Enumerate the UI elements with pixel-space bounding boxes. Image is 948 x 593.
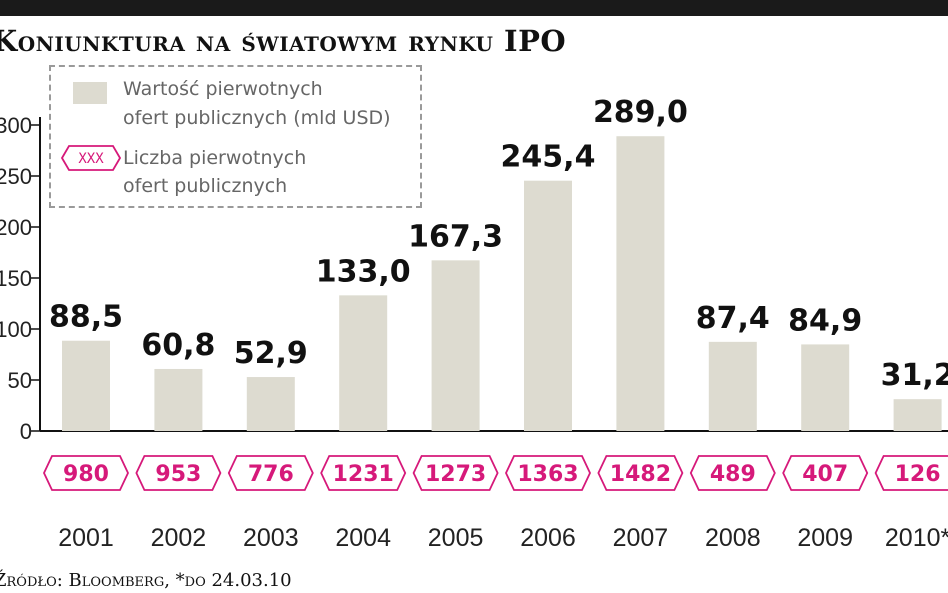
x-tick-label: 2007 [613, 524, 669, 552]
count-label: 1231 [333, 462, 394, 487]
bar [708, 341, 757, 431]
count-label: 1363 [517, 462, 578, 487]
y-tick-label: 200 [0, 215, 32, 240]
count-label: 776 [248, 462, 294, 487]
legend-count-marker-text: XXX [78, 151, 104, 167]
bar [801, 344, 850, 431]
chart-title: Koniunktura na światowym rynku IPO [0, 24, 567, 58]
bar-value-label: 60,8 [141, 328, 215, 363]
x-tick-label: 2010* [885, 524, 948, 552]
x-tick-label: 2004 [335, 524, 391, 552]
x-tick-label: 2001 [58, 524, 114, 552]
count-tag [227, 455, 314, 491]
bar [616, 136, 665, 431]
y-tick-label: 50 [8, 368, 32, 393]
x-tick-label: 2003 [243, 524, 299, 552]
legend-value-label-line1: Wartość pierwotnych [123, 78, 323, 100]
x-tick-label: 2006 [520, 524, 576, 552]
y-tick-label: 250 [0, 164, 32, 189]
x-tick-label: 2008 [705, 524, 761, 552]
legend-value-swatch [73, 82, 107, 104]
count-tag [135, 455, 222, 491]
count-tag [505, 455, 591, 491]
count-tag [320, 455, 407, 491]
legend-count-label-line1: Liczba pierwotnych [123, 147, 307, 169]
x-tick-label: 2005 [428, 524, 484, 552]
y-tick-label: 100 [0, 317, 32, 342]
count-label: 980 [63, 462, 109, 487]
bar-value-label: 245,4 [501, 140, 596, 175]
legend-count-label-line2: ofert publicznych [123, 175, 288, 197]
bar-value-label: 133,0 [316, 254, 411, 289]
bar [246, 377, 295, 431]
count-label: 407 [802, 462, 848, 487]
bar [154, 368, 203, 431]
count-label: 489 [710, 462, 756, 487]
count-label: 1482 [610, 462, 671, 487]
count-tag [874, 455, 948, 491]
count-label: 1273 [425, 462, 486, 487]
source-note: Źródło: Bloomberg, *do 24.03.10 [0, 570, 292, 591]
bar-value-label: 52,9 [234, 336, 308, 371]
legend-count-marker: XXX [61, 145, 121, 171]
x-tick-label: 2002 [151, 524, 207, 552]
chart-legend: Wartość pierwotnych ofert publicznych (m… [49, 65, 422, 208]
bar [62, 340, 110, 431]
bar [524, 180, 572, 431]
count-tag [597, 455, 684, 491]
bar-value-label: 84,9 [788, 303, 862, 338]
legend-value-label-line2: ofert publicznych (mld USD) [123, 107, 391, 129]
count-tag [412, 455, 499, 491]
count-tag [782, 455, 869, 491]
bar-value-label: 289,0 [593, 95, 688, 130]
bar-value-label: 31,2 [881, 358, 948, 393]
y-tick-label: 300 [0, 113, 32, 138]
y-tick-label: 0 [20, 419, 32, 444]
count-label: 953 [155, 462, 201, 487]
bar [893, 399, 942, 431]
count-tag [689, 455, 776, 491]
count-label: 126 [895, 462, 941, 487]
y-tick-label: 150 [0, 266, 32, 291]
bar [339, 295, 388, 431]
bar-value-label: 88,5 [49, 300, 123, 335]
x-tick-label: 2009 [797, 524, 853, 552]
bar-value-label: 167,3 [408, 219, 503, 254]
top-rule [0, 0, 948, 16]
count-tag [43, 455, 129, 491]
bar [431, 260, 480, 431]
bar-value-label: 87,4 [696, 301, 770, 336]
